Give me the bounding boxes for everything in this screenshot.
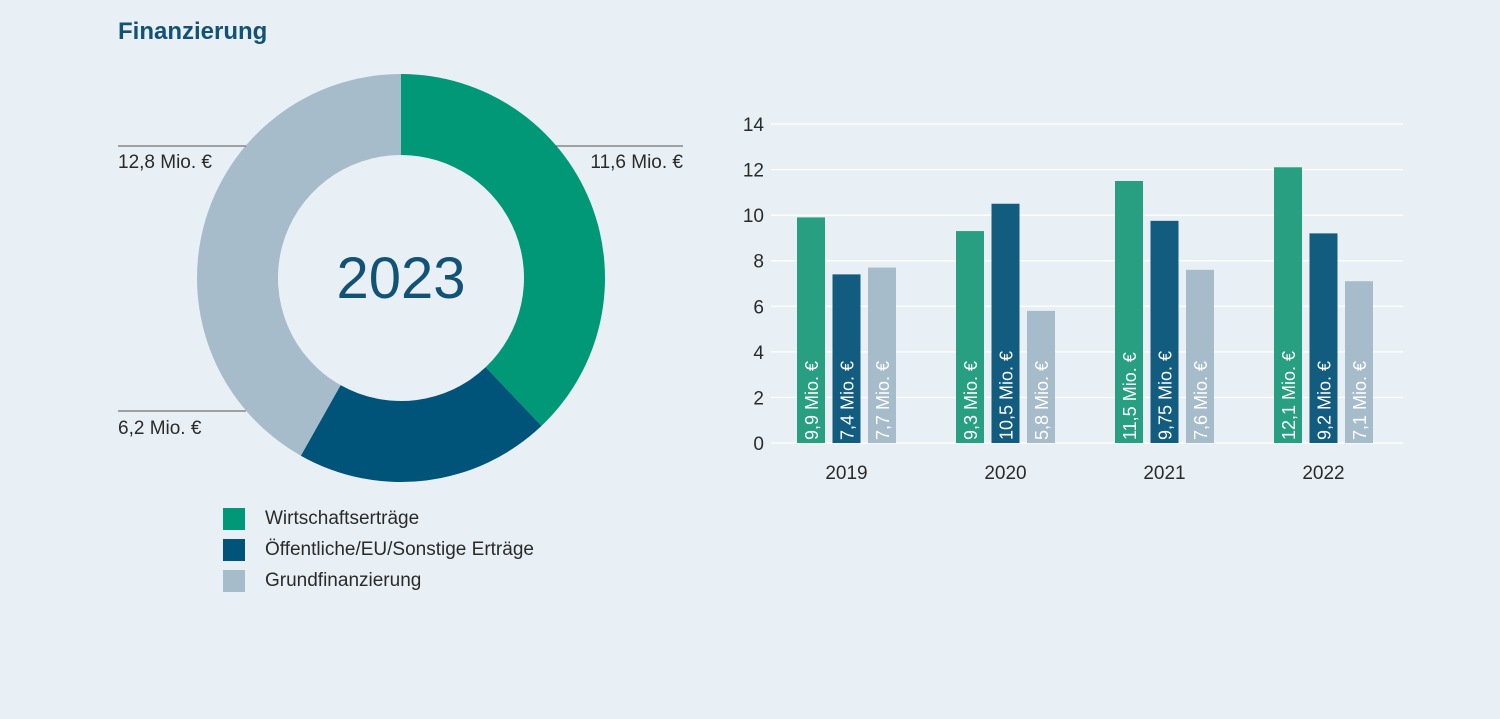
legend-swatch-grund	[223, 569, 245, 592]
bar	[1274, 167, 1302, 444]
callout-label: 12,8 Mio. €	[118, 152, 212, 173]
x-tick-label: 2021	[1143, 463, 1185, 484]
bar-data-label: 11,5 Mio. €	[1120, 352, 1140, 440]
bar	[868, 267, 896, 443]
bar	[1115, 180, 1143, 443]
bar-data-label: 9,75 Mio. €	[1156, 351, 1176, 440]
bar-data-label: 9,3 Mio. €	[961, 361, 981, 440]
y-tick-label: 14	[743, 115, 765, 136]
x-tick-label: 2020	[984, 463, 1026, 484]
bar	[1345, 281, 1373, 443]
callout-label: 11,6 Mio. €	[590, 152, 683, 173]
bar	[832, 274, 861, 443]
donut-slice	[196, 74, 401, 456]
bar-data-label: 7,1 Mio. €	[1350, 361, 1370, 440]
y-tick-label: 4	[753, 343, 764, 364]
donut-slice	[401, 74, 606, 426]
legend-item-oeffentlich: Öffentliche/EU/Sonstige Erträge	[223, 534, 534, 565]
bar-data-label: 12,1 Mio. €	[1279, 351, 1299, 440]
y-tick-label: 2	[753, 388, 764, 409]
legend-item-grund: Grundfinanzierung	[223, 565, 534, 596]
legend-label-oeffentlich: Öffentliche/EU/Sonstige Erträge	[265, 538, 534, 560]
legend-label-grund: Grundfinanzierung	[265, 569, 422, 591]
bar-data-label: 7,4 Mio. €	[838, 361, 858, 440]
callout-label: 6,2 Mio. €	[118, 418, 202, 439]
bar	[1186, 269, 1214, 443]
y-tick-label: 8	[753, 252, 764, 273]
legend-swatch-wirtschaft	[223, 507, 245, 530]
bar	[1309, 233, 1338, 443]
donut-slice	[300, 367, 542, 483]
x-tick-label: 2019	[825, 463, 867, 484]
y-tick-label: 10	[743, 206, 764, 227]
bar	[1150, 220, 1179, 443]
bar-data-label: 7,7 Mio. €	[873, 361, 893, 440]
donut-legend: Wirtschaftserträge Öffentliche/EU/Sonsti…	[223, 503, 534, 596]
bar-data-label: 9,2 Mio. €	[1315, 361, 1335, 440]
bar	[1027, 310, 1055, 443]
y-tick-label: 0	[753, 434, 764, 455]
bar-data-label: 10,5 Mio. €	[997, 351, 1017, 440]
page-title: Finanzierung	[118, 18, 268, 45]
x-tick-label: 2022	[1302, 463, 1344, 484]
legend-item-wirtschaft: Wirtschaftserträge	[223, 503, 534, 534]
legend-swatch-oeffentlich	[223, 538, 245, 561]
bar	[991, 203, 1020, 443]
bar-data-label: 9,9 Mio. €	[802, 361, 822, 440]
donut-center-label: 2023	[336, 246, 465, 311]
legend-label-wirtschaft: Wirtschaftserträge	[265, 507, 420, 529]
y-tick-label: 6	[753, 297, 764, 318]
bar	[797, 217, 825, 443]
y-tick-label: 12	[743, 161, 764, 182]
bar	[956, 231, 984, 443]
bar-data-label: 5,8 Mio. €	[1032, 361, 1052, 440]
bar-data-label: 7,6 Mio. €	[1191, 361, 1211, 440]
